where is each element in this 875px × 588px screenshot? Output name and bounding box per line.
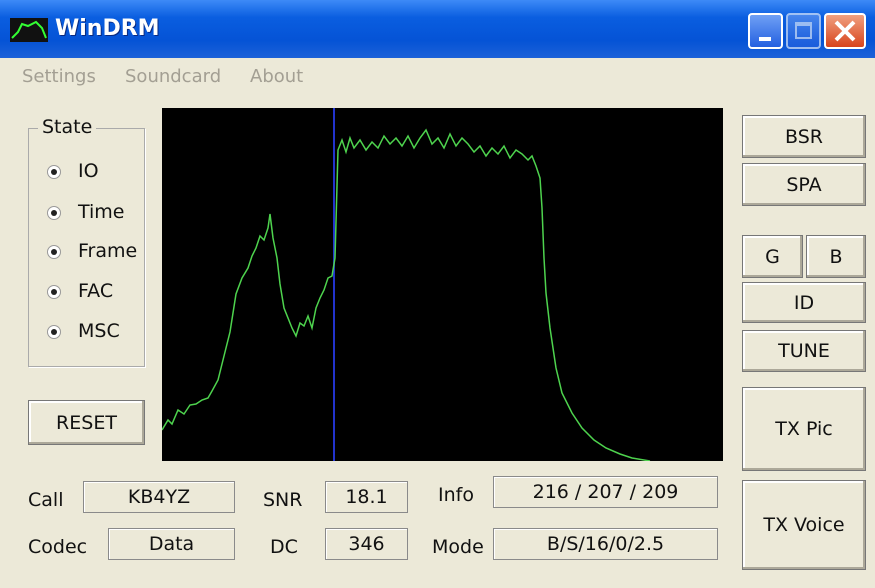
field-label: DC — [270, 536, 298, 558]
reset-button[interactable]: RESET — [28, 400, 145, 445]
radio-button[interactable] — [47, 206, 61, 220]
close-button[interactable] — [824, 13, 866, 49]
spa-button[interactable]: SPA — [742, 163, 866, 206]
tx-pic-button[interactable]: TX Pic — [742, 387, 866, 471]
field-label: Call — [28, 489, 64, 511]
menu-item[interactable]: Settings — [22, 66, 96, 87]
field-value: 18.1 — [325, 481, 408, 513]
radio-button[interactable] — [47, 325, 61, 339]
spectrum-display — [162, 108, 723, 461]
field-label: Codec — [28, 536, 88, 558]
menu-item[interactable]: About — [250, 66, 304, 87]
group-label: State — [38, 116, 97, 138]
radio-label[interactable]: FAC — [78, 280, 114, 302]
menu-item[interactable]: Soundcard — [125, 66, 222, 87]
field-value: 216 / 207 / 209 — [493, 476, 718, 508]
radio-label[interactable]: Frame — [78, 240, 138, 262]
b-button[interactable]: B — [806, 235, 866, 278]
g-button[interactable]: G — [742, 235, 803, 278]
field-value: KB4YZ — [83, 481, 235, 513]
field-label: Mode — [432, 536, 484, 558]
field-label: SNR — [263, 489, 303, 511]
tx-voice-button[interactable]: TX Voice — [742, 480, 866, 570]
radio-button[interactable] — [47, 165, 61, 179]
radio-button[interactable] — [47, 285, 61, 299]
maximize-button — [786, 13, 821, 49]
title-bar: WinDRM — [0, 0, 875, 58]
field-label: Info — [438, 484, 474, 506]
field-value: Data — [108, 528, 235, 560]
radio-button[interactable] — [47, 245, 61, 259]
field-value: 346 — [325, 528, 408, 560]
app-icon — [10, 18, 48, 42]
radio-label[interactable]: MSC — [78, 320, 120, 342]
bsr-button[interactable]: BSR — [742, 115, 866, 158]
field-value: B/S/16/0/2.5 — [493, 528, 718, 560]
radio-label[interactable]: Time — [78, 201, 125, 223]
window-title: WinDRM — [55, 16, 160, 41]
id-button[interactable]: ID — [742, 282, 866, 323]
minimize-button[interactable] — [748, 13, 783, 49]
radio-label[interactable]: IO — [78, 160, 99, 182]
tune-button[interactable]: TUNE — [742, 330, 866, 372]
